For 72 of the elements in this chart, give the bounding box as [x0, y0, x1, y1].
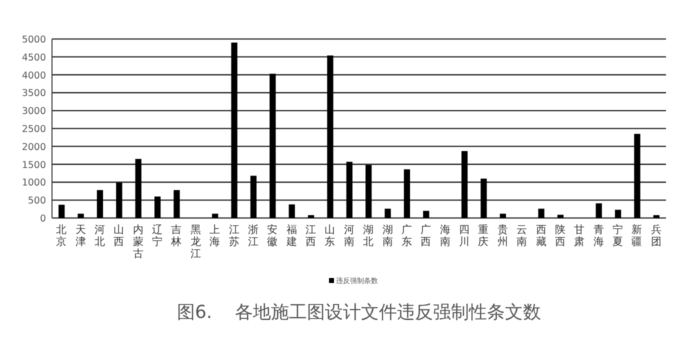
x-tick-label: 内蒙古	[132, 223, 144, 260]
bar	[423, 210, 430, 218]
bar	[384, 208, 391, 218]
x-tick-label: 黑龙江	[190, 224, 202, 260]
bar	[614, 210, 622, 218]
x-tick-label: 宁夏	[612, 223, 624, 248]
x-tick-label: 福建	[285, 223, 298, 248]
x-tick-label: 西藏	[536, 224, 547, 248]
x-tick-label: 河北	[94, 224, 106, 248]
x-tick-label: 山东	[324, 223, 336, 248]
bar	[58, 204, 65, 218]
x-tick-label: 江西	[306, 224, 317, 248]
y-tick-label: 5000	[22, 34, 46, 46]
y-tick-label: 2500	[22, 124, 46, 135]
y-tick-label: 1000	[22, 178, 46, 189]
bar	[212, 214, 218, 218]
bar	[231, 42, 238, 218]
x-tick-label: 河南	[344, 224, 355, 248]
y-tick-label: 4000	[22, 70, 46, 82]
x-tick-label: 湖北	[363, 224, 374, 248]
x-tick-label: 重庆	[478, 223, 490, 248]
x-tick-label: 甘肃	[574, 223, 586, 248]
bar	[270, 74, 276, 218]
bar	[653, 215, 660, 218]
x-tick-label: 天津	[75, 224, 86, 248]
y-tick-label: 4500	[22, 52, 46, 64]
bar	[500, 214, 506, 218]
x-tick-label: 四川	[459, 224, 470, 248]
x-tick-label: 云南	[516, 224, 528, 248]
x-tick-label: 吉林	[170, 223, 182, 248]
x-tick-label: 海南	[440, 224, 451, 248]
x-tick-label: 兵团	[650, 223, 662, 248]
bar	[78, 214, 84, 218]
x-tick-label: 江苏	[228, 224, 240, 248]
x-tick-label: 广东	[401, 223, 412, 248]
bar	[327, 55, 334, 218]
x-tick-label: 湖南	[382, 224, 394, 248]
y-tick-label: 1500	[22, 160, 46, 171]
x-tick-label: 贵州	[497, 223, 508, 248]
x-tick-label: 浙江	[248, 223, 259, 248]
bar	[596, 203, 602, 218]
x-tick-label: 辽宁	[152, 224, 164, 248]
bar	[308, 215, 314, 218]
y-tick-label: 0	[40, 214, 46, 224]
bar	[366, 165, 372, 218]
text: 图6. 各地施工图设计文件违反强制性条文数	[176, 302, 542, 323]
x-tick-label: 山西	[114, 223, 125, 248]
x-tick-label: 北京	[56, 223, 68, 248]
bar	[346, 162, 352, 218]
x-tick-label: 上海	[210, 223, 221, 248]
bar	[135, 158, 142, 218]
x-tick-label: 青海	[593, 223, 604, 248]
bar	[480, 178, 487, 218]
bar	[174, 190, 180, 218]
bar	[404, 169, 410, 218]
bar	[538, 208, 544, 218]
bar	[557, 214, 564, 218]
bar	[250, 176, 257, 218]
y-tick-label: 3500	[22, 88, 46, 100]
x-tick-label: 安徽	[267, 223, 278, 248]
bar	[288, 204, 295, 218]
bar	[96, 190, 104, 218]
bar	[634, 134, 640, 218]
x-tick-label: 广西	[420, 223, 432, 248]
y-tick-label: 3000	[22, 106, 46, 118]
bar	[154, 196, 161, 218]
y-tick-label: 2000	[22, 142, 46, 153]
bar	[461, 151, 468, 218]
y-tick-label: 500	[28, 196, 46, 207]
x-tick-label: 陕西	[554, 224, 566, 248]
bar	[116, 182, 122, 218]
x-tick-label: 新疆	[632, 223, 643, 248]
